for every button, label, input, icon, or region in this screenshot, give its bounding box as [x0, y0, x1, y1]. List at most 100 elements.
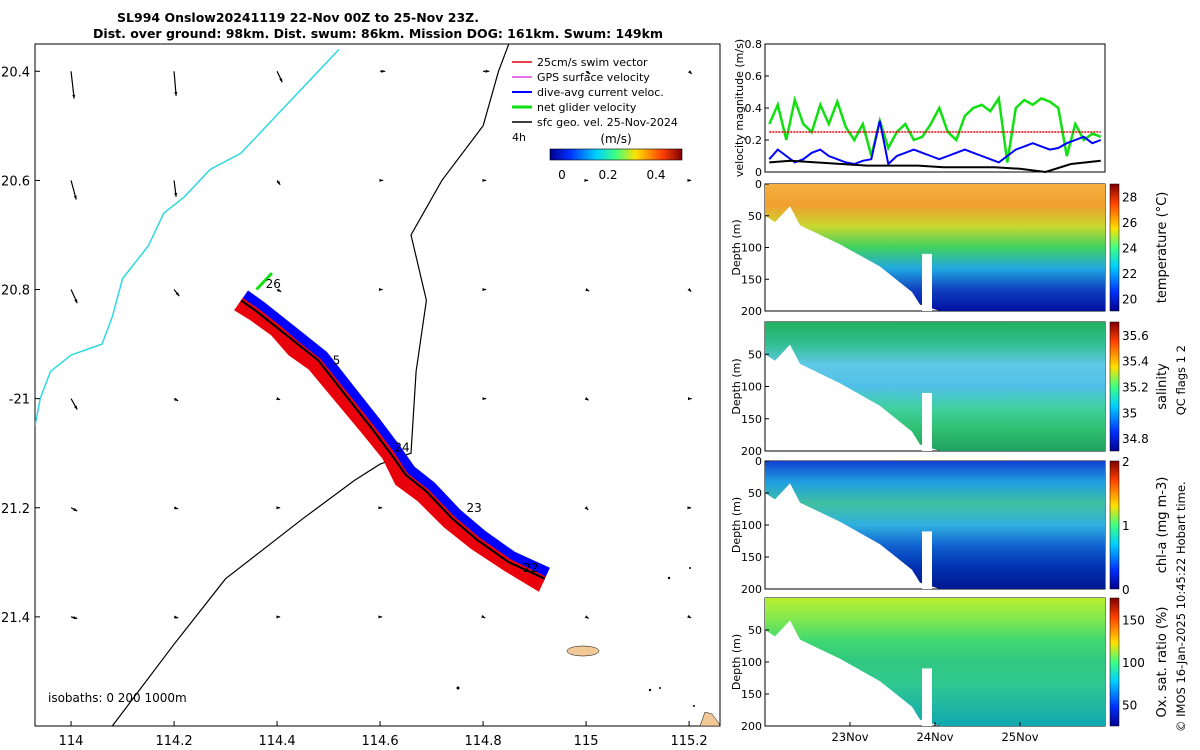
coastline [35, 48, 340, 427]
section-chla: 0 1 2 0 50 100 150 200 Depth (m) chl-a (mg m-3) [730, 455, 1170, 597]
sfc-vector [380, 69, 386, 73]
section-ytick-label: 150 [741, 413, 762, 426]
title-line-2: Dist. over ground: 98km. Dist. swum: 86k… [93, 26, 663, 41]
section-colorbar [1109, 183, 1120, 312]
velocity-ytick-label: 0 [755, 166, 762, 179]
section-oxygen: 50 100 150 50 100 150 200 Depth (m) Ox. sat. rat… [730, 597, 1170, 733]
sfc-vector [70, 616, 78, 620]
legend-gps: GPS surface velocity [512, 71, 650, 84]
colorbar-tick-label: 150 [1122, 613, 1145, 627]
map-y-ticks: 20.4 20.6 20.8 -21 21.2 21.4 [1, 65, 40, 626]
colorbar-tick-label: 35.2 [1122, 381, 1149, 395]
section-ytick-label: 100 [741, 242, 762, 255]
sfc-vector [379, 178, 384, 182]
isobath-1000m [111, 44, 510, 726]
sfc-vector [70, 289, 78, 304]
data-gap [922, 392, 932, 451]
sfc-vector [276, 180, 281, 186]
surface-velocity-vectors [70, 69, 693, 620]
colorbar-tick-label: 35.4 [1122, 355, 1149, 369]
legend-sfc-label: sfc geo. vel. 25-Nov-2024 [537, 116, 678, 129]
isobath-label: isobaths: 0 200 1000m [48, 691, 187, 705]
day-label: 24 [394, 441, 409, 455]
swim-vector-swath [234, 272, 550, 592]
sfc-vector [70, 71, 76, 99]
colorbar-tick-label: 28 [1122, 191, 1137, 205]
day-label: 23 [466, 501, 481, 515]
sfc-vector [173, 506, 179, 510]
sfc-vector [276, 615, 281, 619]
title-line-1: SL994 Onslow20241119 22-Nov 00Z to 25-No… [117, 10, 479, 25]
sfc-vector [378, 615, 383, 619]
section-ytick-label: 200 [741, 305, 762, 318]
map-xtick-label: 115.2 [670, 734, 707, 749]
colorbar-tick-label: 0 [1122, 583, 1130, 597]
colorbar-tick-label: 1 [1122, 519, 1130, 533]
velocity-series [768, 94, 1102, 174]
velocity-ytick-label: 0.6 [745, 70, 763, 83]
sfc-vector [482, 287, 487, 292]
legend-net: net glider velocity [512, 101, 637, 114]
section-ytick-label: 50 [748, 210, 762, 223]
velocity-series-line [769, 159, 1101, 174]
section-ytick-label: 150 [741, 688, 762, 701]
sfc-vector [584, 506, 589, 511]
colorbar-tick-label: 34.8 [1122, 432, 1149, 446]
section-ytick-label: 150 [741, 273, 762, 286]
map-xtick-label: 114.4 [258, 734, 295, 749]
sfc-vector [378, 506, 383, 510]
legend-sfc: sfc geo. vel. 25-Nov-2024 [512, 116, 678, 129]
map-ytick-label: 20.8 [1, 284, 30, 299]
section-salinity: 34.8 35 35.2 35.4 35.6 50 100 150 200 Depth (m) sa… [730, 321, 1170, 458]
sfc-vector [173, 180, 178, 197]
section-colorbar [1109, 460, 1120, 590]
sfc-vector [687, 614, 692, 619]
section-ytick-label: 50 [748, 487, 762, 500]
sfc-vector [276, 71, 283, 83]
section-ytick-label: 100 [741, 656, 762, 669]
sfc-vector [173, 615, 179, 619]
velocity-y-ticks: 0 0.2 0.4 0.6 0.8 [745, 38, 769, 179]
section-data-area [765, 184, 1105, 311]
legend-dac-label: dive-avg current veloc. [537, 86, 664, 99]
net-velocity-mark [255, 272, 274, 291]
swim-swath [234, 298, 546, 592]
colorbar-tick-04: 0.4 [646, 168, 665, 182]
colorbar-tick-02: 0.2 [598, 168, 617, 182]
legend-swim: 25cm/s swim vector [512, 56, 648, 69]
small-islets [456, 567, 695, 707]
sfc-vector [378, 287, 383, 292]
colorbar-units: (m/s) [600, 132, 631, 146]
sfc-vector [276, 506, 281, 510]
section-ytick-label: 100 [741, 381, 762, 394]
colorbar-tick-label: 24 [1122, 242, 1137, 256]
section-colorbar-label: chl-a (mg m-3) [1155, 477, 1170, 574]
sfc-vector [481, 614, 486, 619]
sfc-vector [687, 287, 692, 293]
section-ytick-label: 200 [741, 720, 762, 733]
colorbar-tick-label: 20 [1122, 292, 1137, 306]
coast-land-corner [699, 711, 720, 726]
sfc-vector [687, 397, 692, 401]
colorbar-tick-label: 35.6 [1122, 329, 1149, 343]
sfc-vector [173, 397, 179, 402]
section-ytick-label: 200 [741, 445, 762, 458]
section-data-area [765, 322, 1105, 451]
map-xtick-label: 115 [574, 734, 599, 749]
section-ytick-label: 50 [748, 624, 762, 637]
map-ytick-label: 20.6 [1, 174, 30, 189]
section-colorbar-label: temperature (°C) [1155, 192, 1170, 304]
speed-colorbar [549, 148, 683, 161]
legend-4h: 4h [512, 131, 526, 144]
colorbar-tick-label: 26 [1122, 216, 1137, 230]
legend-gps-label: GPS surface velocity [537, 71, 650, 84]
section-data-area [765, 598, 1105, 726]
sfc-vector [70, 507, 78, 512]
legend-swim-label: 25cm/s swim vector [537, 56, 648, 69]
map-ytick-label: 21.4 [1, 611, 30, 626]
velocity-frame [764, 43, 1106, 173]
section-data-area [765, 461, 1105, 589]
day-label: 5 [333, 353, 341, 367]
day-label: 26 [266, 277, 281, 291]
map-ytick-label: -21 [9, 393, 30, 408]
